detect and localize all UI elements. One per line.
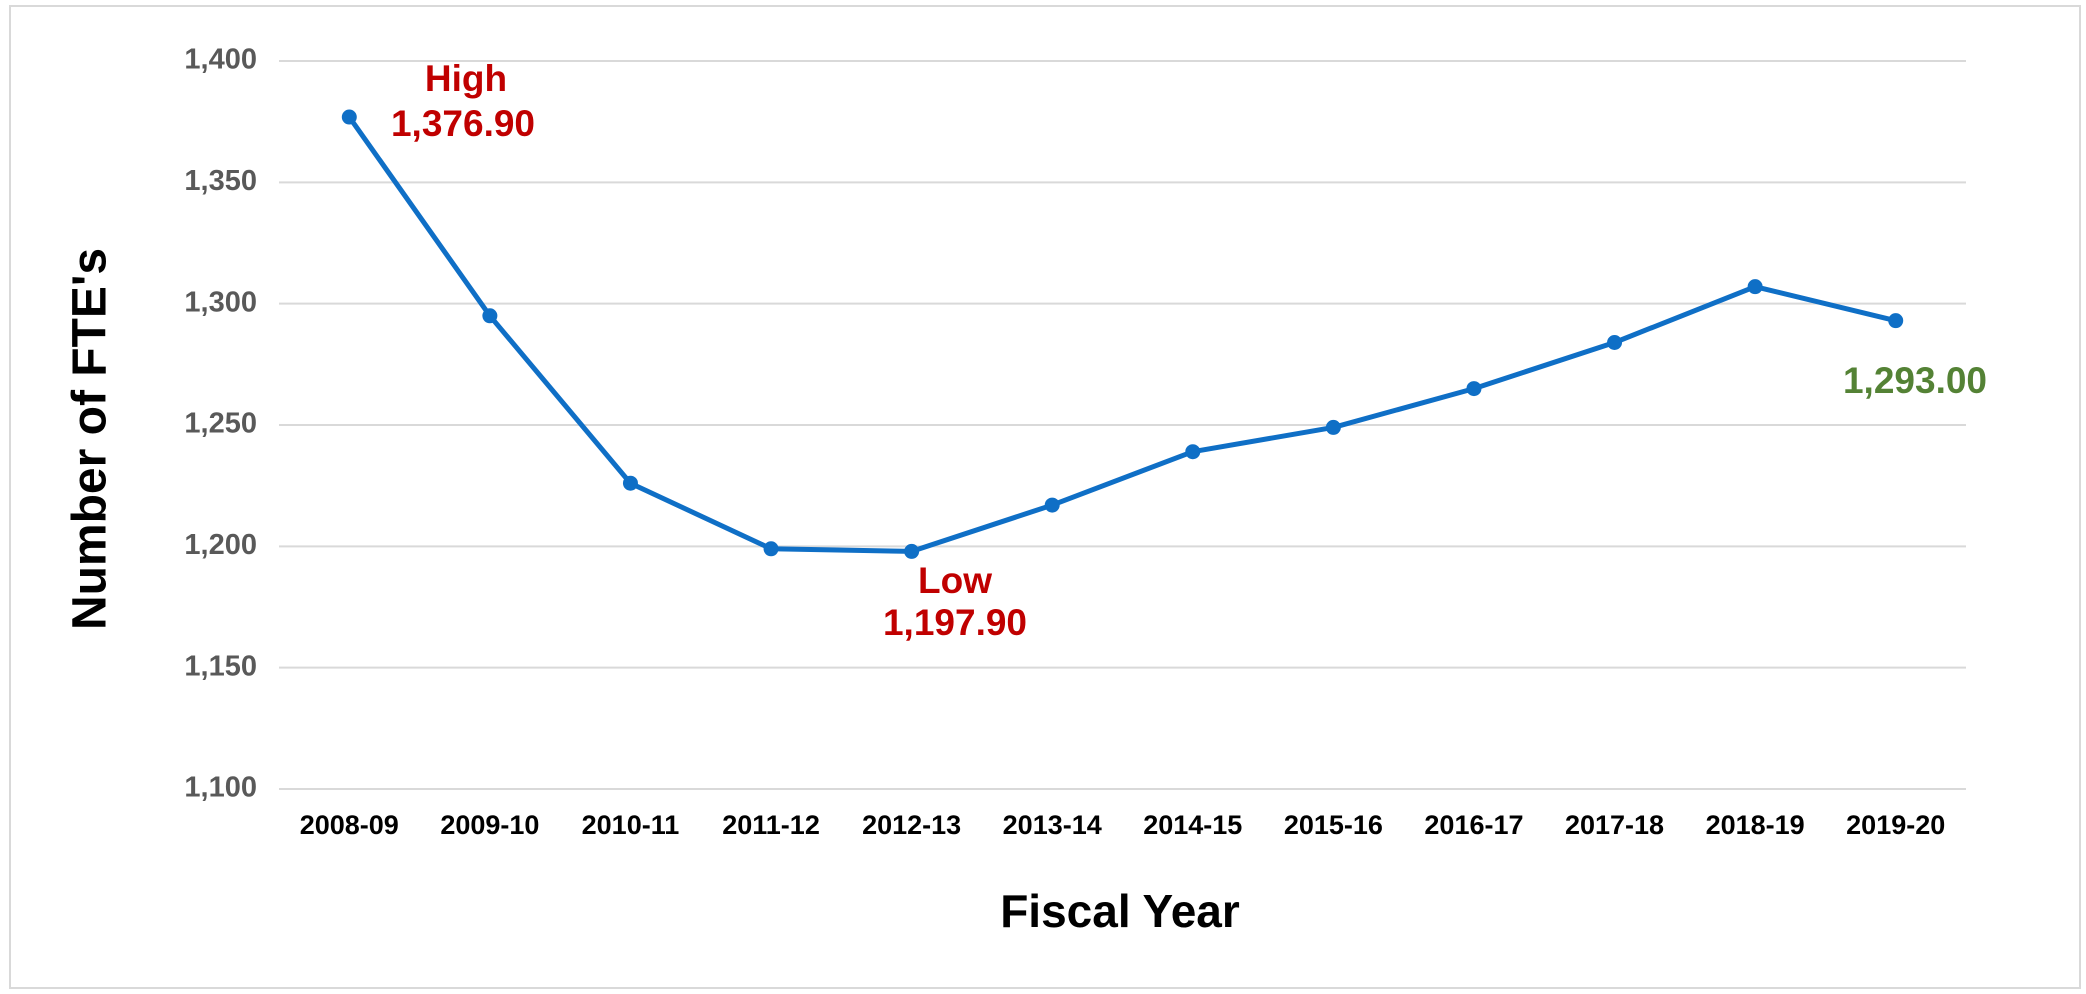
y-tick-label: 1,350 [184,165,257,197]
data-point [763,541,779,557]
data-point [904,543,920,559]
x-tick-label: 2014-15 [1143,810,1242,840]
data-point [1044,497,1060,513]
y-tick-label: 1,100 [184,772,257,804]
x-tick-label: 2018-19 [1706,810,1805,840]
y-tick-label: 1,300 [184,286,257,318]
x-tick-label: 2016-17 [1424,810,1523,840]
chart-frame [9,5,2081,989]
data-point [1607,334,1623,350]
data-label: 1,197.90 [883,602,1027,643]
x-tick-label: 2008-09 [300,810,399,840]
y-tick-label: 1,150 [184,650,257,682]
x-tick-label: 2010-11 [582,810,680,840]
data-line [347,115,1897,554]
annotation: High [425,58,507,99]
annotation: Low [918,560,992,601]
y-tick-label: 1,250 [184,408,257,440]
data-point [341,109,357,125]
x-tick-label: 2015-16 [1284,810,1383,840]
data-point [1466,381,1482,397]
data-point [1185,444,1201,460]
x-tick-label: 2017-18 [1565,810,1664,840]
x-axis-title: Fiscal Year [1000,885,1240,937]
x-tick-label: 2013-14 [1003,810,1102,840]
data-point [622,475,638,491]
data-point [1888,313,1904,329]
x-tick-label: 2019-20 [1846,810,1945,840]
y-axis-title: Number of FTE's [64,248,117,630]
data-point [482,308,498,324]
x-tick-label: 2012-13 [862,810,961,840]
y-tick-label: 1,200 [184,529,257,561]
data-label: 1,293.00 [1843,360,1987,401]
x-tick-label: 2009-10 [440,810,539,840]
y-tick-label: 1,400 [184,44,257,76]
data-point [1747,279,1763,295]
data-label: 1,376.90 [391,103,535,144]
data-point [1325,419,1341,435]
x-tick-label: 2011-12 [722,810,820,840]
